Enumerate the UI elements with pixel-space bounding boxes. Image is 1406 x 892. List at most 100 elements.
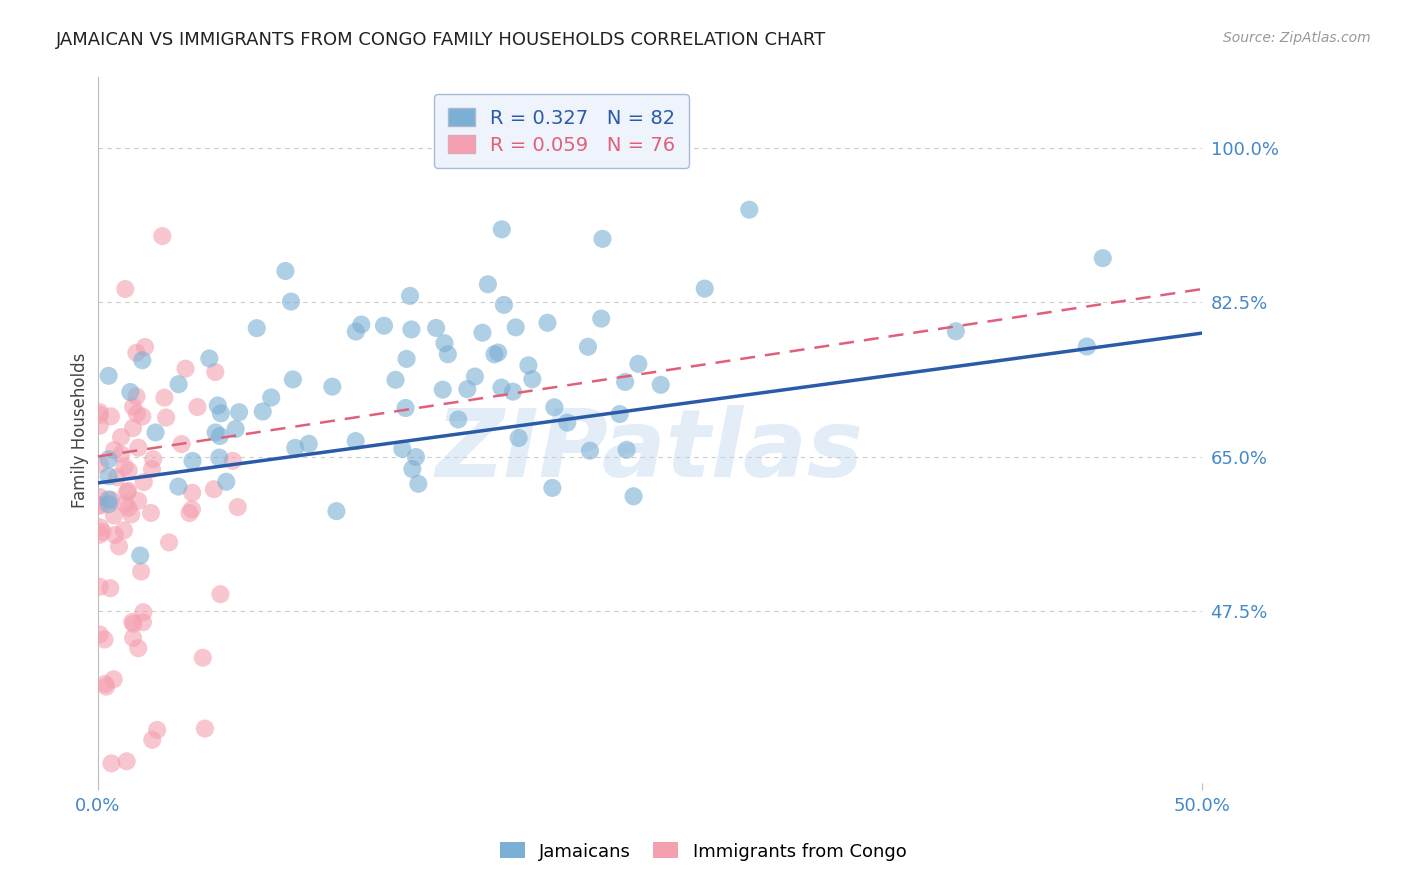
Point bbox=[228, 405, 250, 419]
Point bbox=[693, 282, 716, 296]
Point bbox=[142, 452, 165, 467]
Point bbox=[181, 486, 204, 500]
Point bbox=[117, 483, 139, 498]
Point bbox=[89, 405, 111, 419]
Point bbox=[120, 384, 142, 399]
Text: Source: ZipAtlas.com: Source: ZipAtlas.com bbox=[1223, 31, 1371, 45]
Point bbox=[555, 416, 578, 430]
Point bbox=[97, 452, 120, 467]
Point bbox=[89, 528, 111, 542]
Text: ZIPatlas: ZIPatlas bbox=[436, 405, 863, 497]
Legend: R = 0.327   N = 82, R = 0.059   N = 76: R = 0.327 N = 82, R = 0.059 N = 76 bbox=[434, 95, 689, 168]
Point bbox=[491, 381, 513, 395]
Point bbox=[125, 345, 148, 359]
Point bbox=[576, 340, 599, 354]
Point bbox=[103, 508, 125, 523]
Text: JAMAICAN VS IMMIGRANTS FROM CONGO FAMILY HOUSEHOLDS CORRELATION CHART: JAMAICAN VS IMMIGRANTS FROM CONGO FAMILY… bbox=[56, 31, 827, 49]
Point bbox=[170, 437, 193, 451]
Point bbox=[145, 425, 167, 440]
Point bbox=[394, 401, 416, 415]
Point bbox=[541, 481, 564, 495]
Point bbox=[108, 540, 131, 554]
Point bbox=[104, 528, 127, 542]
Point bbox=[425, 321, 447, 335]
Point bbox=[141, 462, 163, 476]
Point bbox=[89, 499, 111, 513]
Point bbox=[280, 294, 302, 309]
Point bbox=[609, 407, 631, 421]
Point bbox=[350, 318, 373, 332]
Point bbox=[150, 229, 173, 244]
Point bbox=[132, 475, 155, 489]
Point bbox=[395, 351, 418, 366]
Point bbox=[738, 202, 761, 217]
Point bbox=[627, 357, 650, 371]
Point bbox=[141, 732, 163, 747]
Point bbox=[194, 722, 217, 736]
Point bbox=[127, 641, 149, 656]
Point bbox=[517, 359, 540, 373]
Point bbox=[432, 383, 454, 397]
Point bbox=[191, 650, 214, 665]
Point bbox=[945, 324, 967, 338]
Point bbox=[405, 450, 427, 464]
Point bbox=[91, 524, 114, 539]
Point bbox=[132, 605, 155, 619]
Point bbox=[89, 418, 111, 433]
Point bbox=[464, 369, 486, 384]
Point bbox=[89, 408, 111, 422]
Point bbox=[505, 320, 527, 334]
Point bbox=[89, 627, 111, 641]
Point bbox=[650, 377, 672, 392]
Point bbox=[131, 409, 153, 424]
Point bbox=[401, 462, 423, 476]
Point bbox=[207, 399, 229, 413]
Point bbox=[112, 524, 135, 538]
Point bbox=[486, 345, 509, 359]
Point bbox=[391, 442, 413, 456]
Point bbox=[384, 373, 406, 387]
Point bbox=[117, 500, 139, 515]
Point bbox=[433, 336, 456, 351]
Point bbox=[89, 498, 111, 512]
Point bbox=[118, 464, 141, 478]
Point bbox=[616, 442, 638, 457]
Point bbox=[98, 581, 121, 595]
Point bbox=[181, 502, 204, 516]
Point bbox=[167, 479, 190, 493]
Point bbox=[103, 442, 125, 457]
Point bbox=[127, 493, 149, 508]
Point bbox=[105, 470, 128, 484]
Point bbox=[198, 351, 221, 366]
Point bbox=[260, 391, 283, 405]
Point bbox=[186, 400, 208, 414]
Point bbox=[181, 454, 204, 468]
Point bbox=[174, 361, 197, 376]
Y-axis label: Family Households: Family Households bbox=[72, 352, 89, 508]
Point bbox=[114, 497, 136, 511]
Point bbox=[157, 535, 180, 549]
Point bbox=[591, 232, 613, 246]
Point bbox=[484, 347, 506, 361]
Point bbox=[281, 372, 304, 386]
Point bbox=[97, 497, 120, 511]
Point bbox=[129, 565, 152, 579]
Point bbox=[591, 311, 613, 326]
Point bbox=[120, 508, 142, 522]
Point bbox=[129, 549, 152, 563]
Point bbox=[94, 677, 117, 691]
Point bbox=[125, 389, 148, 403]
Point bbox=[155, 410, 177, 425]
Point bbox=[209, 406, 232, 420]
Point bbox=[614, 375, 637, 389]
Point bbox=[103, 673, 125, 687]
Point bbox=[114, 282, 136, 296]
Point bbox=[122, 616, 145, 631]
Point bbox=[373, 318, 395, 333]
Point bbox=[579, 443, 602, 458]
Point bbox=[399, 289, 422, 303]
Point bbox=[447, 412, 470, 426]
Point bbox=[89, 458, 111, 472]
Point bbox=[122, 400, 145, 414]
Point bbox=[208, 450, 231, 465]
